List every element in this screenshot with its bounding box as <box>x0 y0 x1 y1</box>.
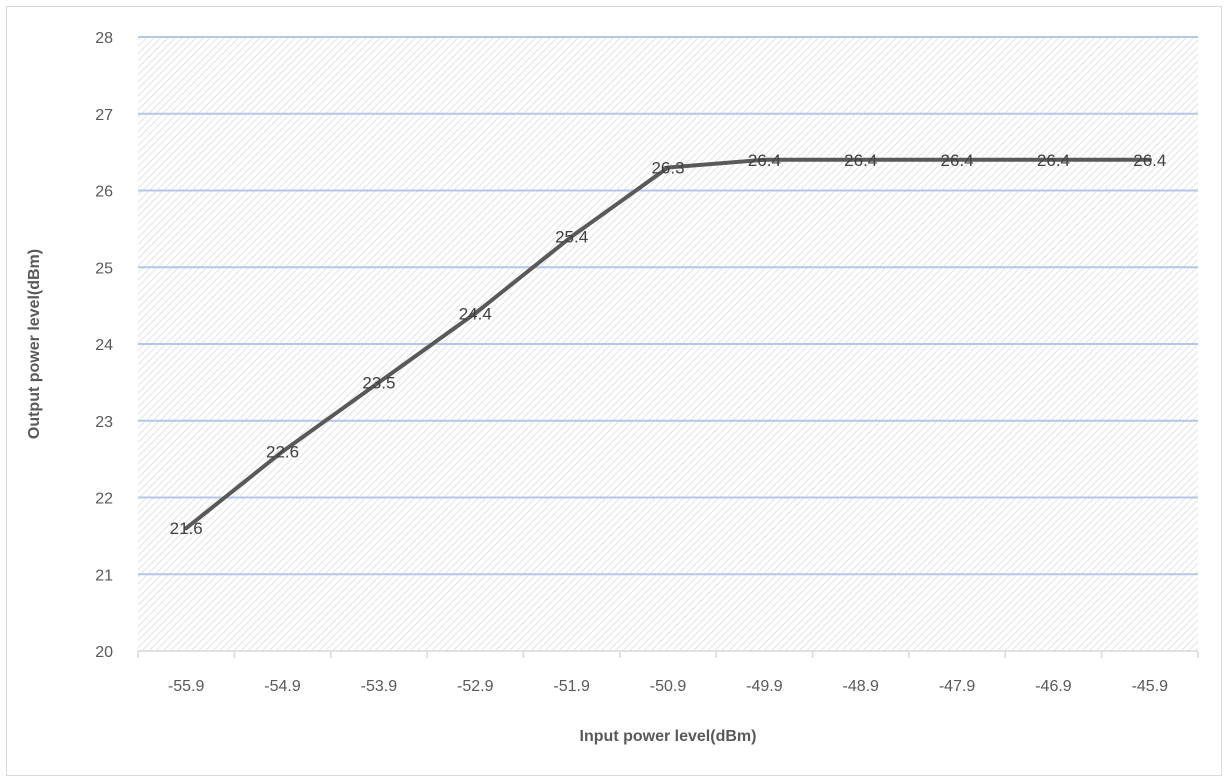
data-point <box>666 165 670 170</box>
data-point <box>858 157 863 162</box>
x-tick-label: -49.9 <box>746 678 783 695</box>
y-tick-label: 25 <box>95 260 113 277</box>
x-tick-label: -45.9 <box>1132 678 1169 695</box>
axes: 20 21 22 23 24 25 26 27 28 -55.9 -54.9 -53.9 -52.9 -5… <box>95 30 1199 695</box>
data-label: 26.3 <box>651 158 684 177</box>
data-label: 21.6 <box>170 519 203 538</box>
y-tick-label: 28 <box>95 30 113 47</box>
data-label: 26.4 <box>941 151 974 170</box>
data-point <box>376 380 381 385</box>
y-tick-label: 24 <box>95 337 113 354</box>
data-label: 26.4 <box>844 151 877 170</box>
x-tick-label: -47.9 <box>939 678 976 695</box>
y-axis-title: Output power level(dBm) <box>26 249 43 439</box>
x-tick-label: -48.9 <box>842 678 879 695</box>
x-tick-label: -52.9 <box>457 678 494 695</box>
x-axis-title: Input power level(dBm) <box>580 728 757 745</box>
x-tick-label: -46.9 <box>1035 678 1072 695</box>
data-point <box>955 157 960 162</box>
data-label: 22.6 <box>266 442 299 461</box>
data-point <box>1147 157 1152 162</box>
data-point <box>762 157 767 162</box>
y-tick-label: 23 <box>95 414 113 431</box>
data-label: 26.4 <box>1133 151 1166 170</box>
data-labels: 21.6 22.6 23.5 24.4 25.4 26.3 26.4 26.4 26.4 26.4… <box>170 151 1167 538</box>
data-point <box>280 449 285 454</box>
series <box>184 157 1152 531</box>
y-tick-label: 27 <box>95 107 113 124</box>
data-point <box>569 234 574 239</box>
gridlines <box>138 36 1198 576</box>
data-label: 26.4 <box>1037 151 1070 170</box>
y-tick-label: 20 <box>95 644 113 661</box>
data-label: 23.5 <box>362 373 395 392</box>
data-point <box>184 526 189 531</box>
x-tick-label: -53.9 <box>361 678 398 695</box>
y-tick-label: 26 <box>95 184 113 201</box>
y-tick-label: 22 <box>95 491 113 508</box>
data-label: 25.4 <box>555 228 588 247</box>
x-tick-label: -50.9 <box>650 678 687 695</box>
x-tick-label: -55.9 <box>168 678 205 695</box>
data-label: 24.4 <box>459 304 492 323</box>
data-point <box>1051 157 1056 162</box>
x-tick-label: -54.9 <box>264 678 301 695</box>
y-tick-label: 21 <box>95 567 113 584</box>
data-point <box>473 311 478 316</box>
data-label: 26.4 <box>748 151 781 170</box>
x-tick-label: -51.9 <box>553 678 590 695</box>
